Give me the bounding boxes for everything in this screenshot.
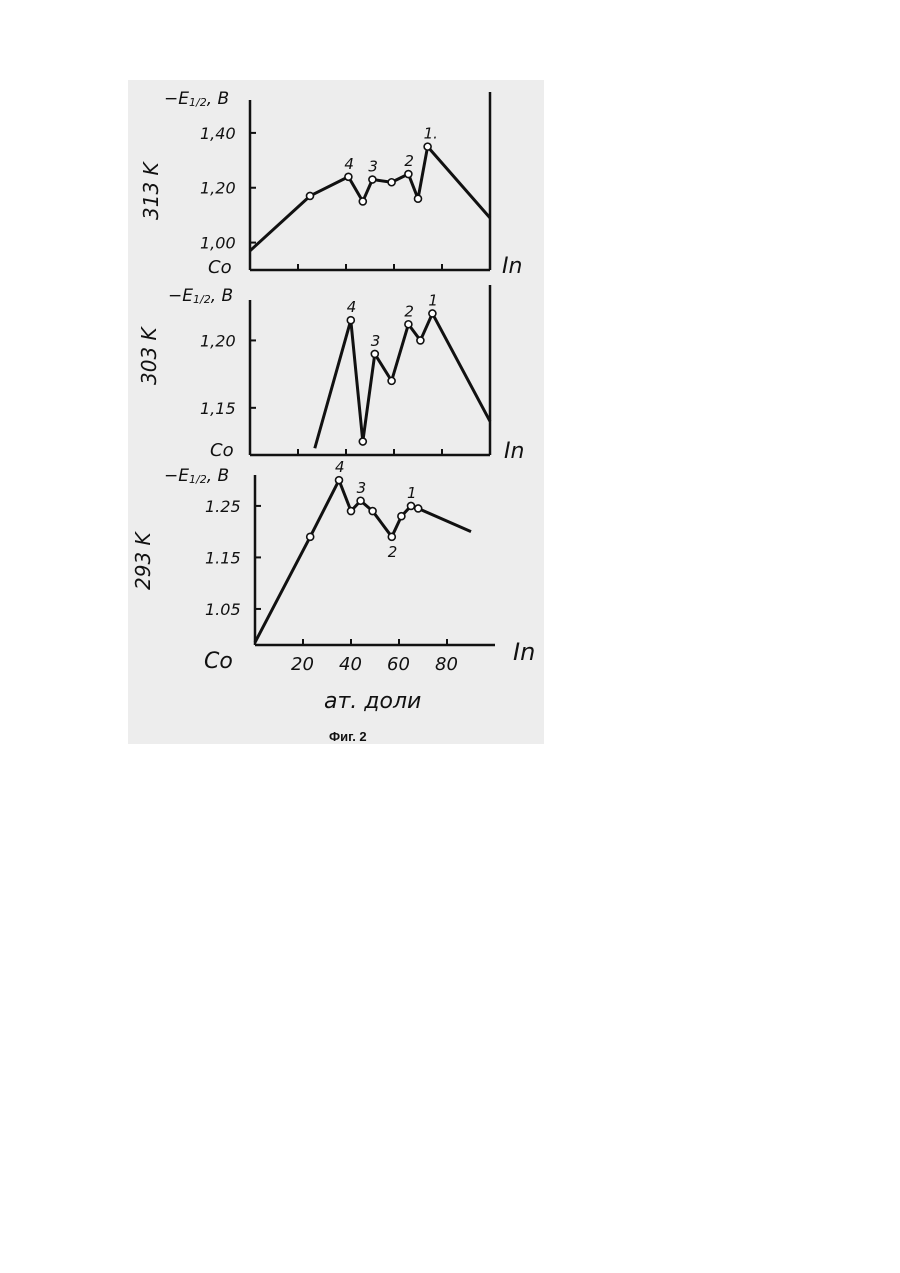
- figure-caption: Фиг. 2: [329, 729, 367, 744]
- x-right-label-293k: In: [513, 638, 535, 666]
- point-label: 4: [335, 458, 345, 476]
- data-point: [347, 317, 354, 324]
- data-point: [388, 533, 395, 540]
- data-point: [348, 508, 355, 515]
- data-point: [371, 350, 378, 357]
- x-left-label-313k: Co: [208, 257, 232, 278]
- x-tick-label: 80: [435, 654, 458, 675]
- y-tick-label: 1,15: [200, 399, 236, 418]
- panel-293k: −E1/2, B Co In 293 K 1.05 1.15 1.25 43 2 1 2…: [131, 458, 535, 675]
- y-tick-label: 1,20: [200, 331, 236, 350]
- point-label: 2: [404, 152, 414, 170]
- y-tick-label: 1.25: [205, 497, 241, 516]
- data-point: [398, 513, 405, 520]
- data-point: [429, 310, 436, 317]
- point-label: 3: [371, 332, 381, 350]
- point-label: 1: [407, 484, 417, 502]
- data-point: [369, 508, 376, 515]
- y-tick-label: 1.15: [205, 548, 241, 567]
- y-tick-label: 1.05: [205, 600, 241, 619]
- x-tick-label: 40: [339, 654, 362, 675]
- data-point: [359, 438, 366, 445]
- data-point: [408, 502, 415, 509]
- point-label: 4: [344, 155, 354, 173]
- x-left-label-303k: Co: [210, 440, 234, 461]
- data-point: [345, 173, 352, 180]
- data-point: [357, 497, 364, 504]
- y-tick-label: 1,20: [200, 179, 236, 198]
- panel-313k: −E1/2, B Co In 313 K 1,00 1,20 1,40 43 2 1.: [139, 89, 522, 279]
- point-label: 1.: [424, 125, 438, 143]
- data-point: [388, 377, 395, 384]
- ylabel-293k: −E1/2, B: [164, 466, 229, 486]
- data-point: [405, 321, 412, 328]
- panel-303k: −E1/2, B Co In 303 K 1,15 1,20 43 21: [137, 285, 524, 464]
- temperature-label-313k: 313 K: [139, 160, 163, 220]
- data-point: [415, 195, 422, 202]
- data-point: [417, 337, 424, 344]
- series-line: [255, 480, 471, 642]
- x-tick-label: 60: [387, 654, 410, 675]
- x-right-label-303k: In: [504, 439, 524, 464]
- data-point: [307, 533, 314, 540]
- ylabel-313k: −E1/2, B: [164, 89, 229, 109]
- point-label: 2: [388, 543, 398, 561]
- data-point: [415, 505, 422, 512]
- data-point: [307, 192, 314, 199]
- data-point: [405, 171, 412, 178]
- x-left-label-293k: Co: [204, 649, 233, 674]
- point-label: 4: [347, 298, 357, 316]
- point-label: 3: [357, 479, 367, 497]
- data-point: [369, 176, 376, 183]
- temperature-label-293k: 293 K: [131, 530, 155, 590]
- data-point: [388, 179, 395, 186]
- temperature-label-303k: 303 K: [137, 325, 161, 385]
- series-line: [315, 313, 490, 448]
- data-point: [336, 477, 343, 484]
- y-tick-label: 1,40: [200, 124, 236, 143]
- y-tick-label: 1,00: [200, 234, 236, 253]
- x-axis-title: ат. доли: [324, 689, 421, 714]
- point-label: 3: [368, 158, 378, 176]
- data-point: [424, 143, 431, 150]
- data-point: [359, 198, 366, 205]
- ylabel-303k: −E1/2, B: [168, 286, 233, 306]
- x-right-label-313k: In: [502, 254, 522, 279]
- point-label: 2: [404, 302, 414, 320]
- x-tick-label: 20: [291, 654, 314, 675]
- point-label: 1: [428, 291, 438, 309]
